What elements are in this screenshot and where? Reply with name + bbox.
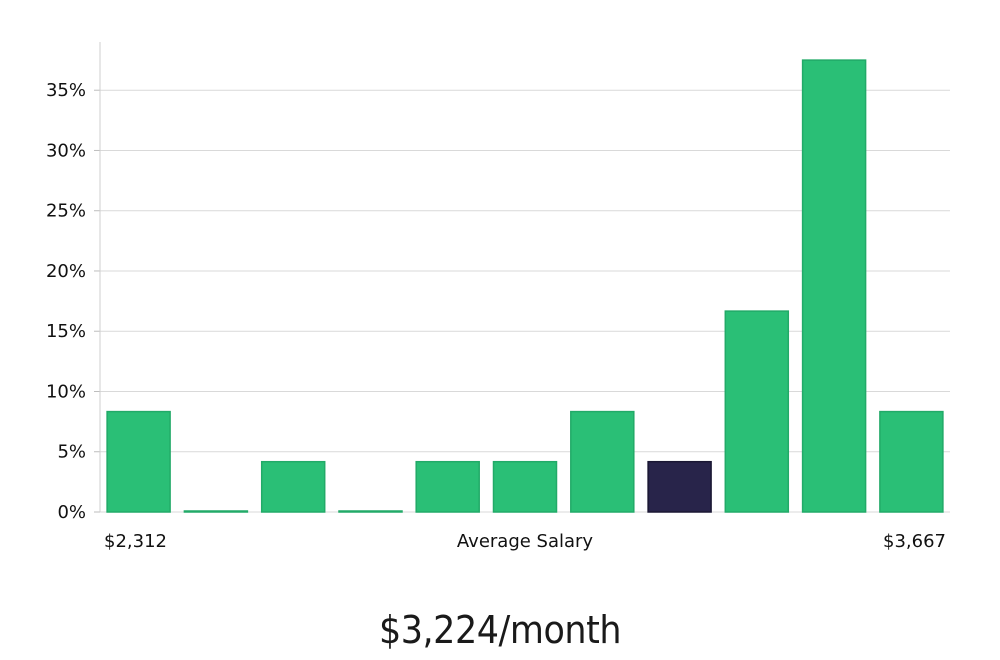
histogram-bar — [492, 460, 558, 513]
y-tick-label-5: 5% — [57, 442, 86, 463]
histogram-bar — [801, 59, 867, 513]
histogram-bar — [415, 460, 480, 513]
axis-layer: 0% 5% 10% 15% 20% 25% 30% 35% — [46, 42, 101, 523]
histogram-bar — [106, 410, 171, 513]
histogram-bar — [260, 460, 326, 513]
x-axis-title: Average Salary — [457, 531, 594, 552]
x-min-label: $2,312 — [104, 531, 167, 552]
y-tick-label-10: 10% — [46, 381, 86, 402]
salary-histogram: 0% 5% 10% 15% 20% 25% 30% 35% $2,312 Average Sa… — [46, 42, 950, 552]
bar-layer — [106, 59, 944, 513]
y-tick-label-30: 30% — [46, 140, 86, 161]
histogram-bar — [183, 510, 249, 513]
x-max-label: $3,667 — [883, 531, 946, 552]
average-salary-caption: $3,224/month — [378, 608, 622, 652]
histogram-bar — [879, 410, 944, 513]
histogram-svg: 0% 5% 10% 15% 20% 25% 30% 35% $2,312 Average Sa… — [46, 42, 950, 552]
histogram-bar — [724, 310, 790, 513]
y-tick-label-15: 15% — [46, 321, 86, 342]
y-tick-label-0: 0% — [57, 502, 86, 523]
y-tick-label-35: 35% — [46, 80, 86, 101]
histogram-bar-highlighted — [647, 460, 712, 513]
histogram-bar — [338, 510, 403, 513]
histogram-bar — [570, 410, 635, 513]
grid-layer — [100, 89, 950, 513]
y-tick-label-20: 20% — [46, 261, 86, 282]
y-tick-label-25: 25% — [46, 201, 86, 222]
